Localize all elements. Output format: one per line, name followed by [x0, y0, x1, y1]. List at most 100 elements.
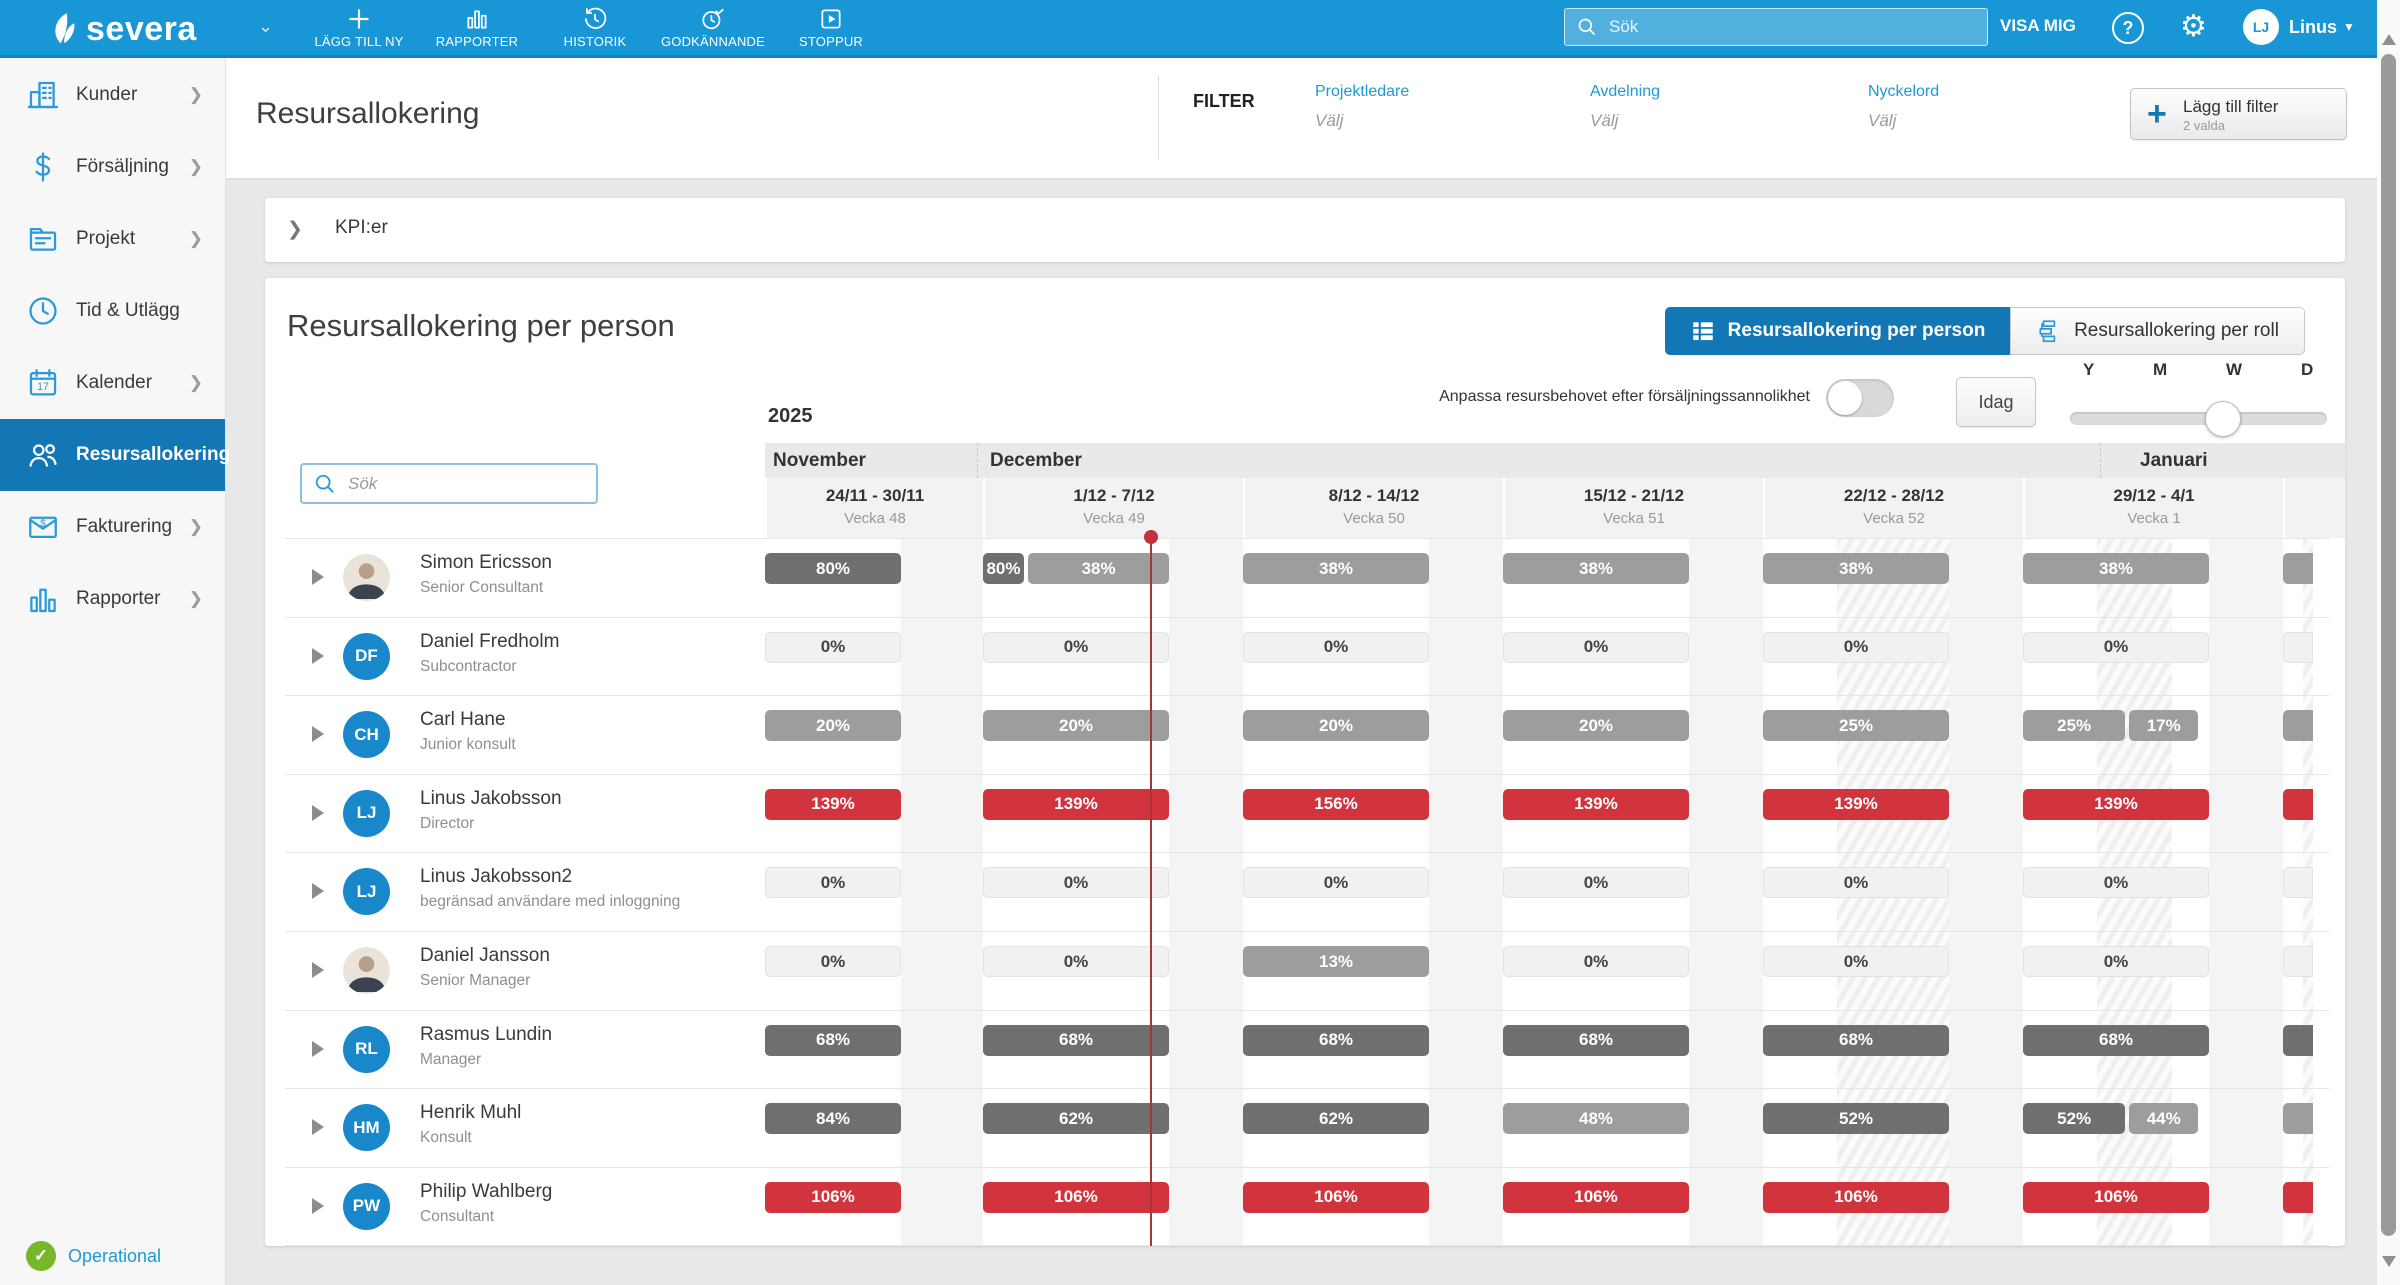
allocation-bar[interactable]: 0% [1763, 867, 1949, 899]
person-name[interactable]: Carl Hane [420, 709, 506, 731]
allocation-bar[interactable]: 68% [765, 1024, 901, 1056]
allocation-bar[interactable]: 80% [983, 553, 1024, 584]
allocation-bar-partial[interactable] [2283, 1024, 2313, 1056]
people-search[interactable] [300, 463, 598, 504]
row-expand-arrow-icon[interactable] [312, 1197, 324, 1214]
allocation-bar[interactable]: 20% [765, 710, 901, 742]
add-filter-button[interactable]: + Lägg till filter 2 valda [2130, 88, 2347, 140]
global-search-input[interactable] [1607, 16, 1951, 38]
allocation-bar[interactable]: 139% [765, 788, 901, 820]
allocation-bar[interactable]: 106% [1763, 1181, 1949, 1213]
zoom-level-m[interactable]: M [2153, 360, 2168, 379]
allocation-bar[interactable]: 0% [983, 946, 1169, 977]
allocation-bar[interactable]: 68% [983, 1024, 1169, 1056]
tab-resursallokering-per-roll[interactable]: Resursallokering per roll [2010, 307, 2305, 355]
today-button[interactable]: Idag [1956, 377, 2036, 427]
row-expand-arrow-icon[interactable] [312, 647, 324, 664]
allocation-bar[interactable]: 38% [1503, 553, 1689, 584]
zoom-level-w[interactable]: W [2226, 360, 2243, 379]
allocation-bar[interactable]: 38% [1243, 553, 1429, 584]
allocation-bar[interactable]: 0% [1763, 631, 1949, 663]
row-expand-arrow-icon[interactable] [312, 804, 324, 821]
person-name[interactable]: Daniel Fredholm [420, 630, 560, 652]
week-header[interactable]: 29/12 - 4/1 Vecka 1 [2023, 478, 2283, 538]
person-name[interactable]: Linus Jakobsson2 [420, 866, 573, 888]
global-search[interactable] [1564, 8, 1988, 46]
allocation-bar[interactable]: 20% [1243, 710, 1429, 742]
allocation-bar[interactable]: 62% [983, 1103, 1169, 1135]
allocation-bar[interactable]: 0% [765, 631, 901, 663]
allocation-bar[interactable]: 139% [983, 788, 1169, 820]
allocation-bar[interactable]: 84% [765, 1103, 901, 1135]
allocation-bar[interactable]: 0% [983, 867, 1169, 899]
allocation-bar[interactable]: 0% [1503, 946, 1689, 977]
severa-logo[interactable]: severa [48, 8, 197, 51]
row-expand-arrow-icon[interactable] [312, 1119, 324, 1136]
allocation-bar[interactable]: 52% [1763, 1103, 1949, 1135]
week-header[interactable]: 24/11 - 30/11 Vecka 48 [765, 478, 983, 538]
allocation-bar[interactable]: 139% [1503, 788, 1689, 820]
allocation-bar-partial[interactable] [2283, 631, 2313, 663]
zoom-slider-thumb[interactable] [2205, 401, 2241, 437]
sidebar-item-kunder[interactable]: Kunder ❯ [0, 59, 225, 131]
zoom-level-d[interactable]: D [2301, 360, 2314, 379]
allocation-bar[interactable]: 0% [2023, 867, 2209, 899]
allocation-bar[interactable]: 0% [1503, 867, 1689, 899]
filter-name[interactable]: Nyckelord [1868, 83, 1940, 100]
visa-mig-link[interactable]: VISA MIG [2000, 16, 2076, 35]
filter-name[interactable]: Projektledare [1315, 83, 1410, 100]
filter-value-select[interactable]: Välj [1868, 111, 1897, 130]
zoom-slider-track[interactable] [2070, 412, 2327, 425]
allocation-bar[interactable]: 38% [1763, 553, 1949, 584]
scrollbar-down-arrow[interactable] [2382, 1256, 2396, 1267]
allocation-bar[interactable]: 68% [1243, 1024, 1429, 1056]
people-search-input[interactable] [346, 472, 580, 495]
person-name[interactable]: Rasmus Lundin [420, 1023, 553, 1045]
tab-resursallokering-per-person[interactable]: Resursallokering per person [1665, 307, 2010, 355]
row-expand-arrow-icon[interactable] [312, 962, 324, 978]
allocation-bar[interactable]: 62% [1243, 1103, 1429, 1135]
allocation-bar[interactable]: 68% [1503, 1024, 1689, 1056]
allocation-bar[interactable]: 20% [983, 710, 1169, 742]
week-header[interactable]: 1/12 - 7/12 Vecka 49 [983, 478, 1243, 538]
allocation-bar[interactable]: 106% [2023, 1181, 2209, 1213]
allocation-bar[interactable]: 0% [1763, 946, 1949, 977]
user-menu[interactable]: LJ Linus ▼ [2243, 9, 2355, 45]
allocation-bar-partial[interactable] [2283, 710, 2313, 742]
allocation-bar[interactable]: 0% [1243, 631, 1429, 663]
allocation-bar[interactable]: 20% [1503, 710, 1689, 742]
person-name[interactable]: Simon Ericsson [420, 552, 552, 573]
scrollbar-up-arrow[interactable] [2382, 34, 2396, 45]
person-name[interactable]: Philip Wahlberg [420, 1180, 553, 1202]
allocation-bar[interactable]: 25% [2023, 710, 2126, 742]
kpi-expand-chevron-icon[interactable]: ❯ [287, 219, 303, 240]
brand-chevron-down-icon[interactable]: ⌄ [258, 16, 274, 36]
week-header[interactable]: 15/12 - 21/12 Vecka 51 [1503, 478, 1763, 538]
nav-item-stoppur[interactable]: STOPPUR [772, 0, 890, 55]
allocation-bar[interactable]: 0% [765, 946, 901, 977]
zoom-level-y[interactable]: Y [2083, 360, 2095, 379]
allocation-bar[interactable]: 48% [1503, 1103, 1689, 1135]
gear-icon[interactable]: ⚙ [2180, 10, 2207, 43]
allocation-bar[interactable]: 0% [1503, 631, 1689, 663]
allocation-bar-partial[interactable] [2283, 788, 2313, 820]
allocation-bar[interactable]: 52% [2023, 1103, 2126, 1135]
allocation-bar-partial[interactable] [2283, 946, 2313, 977]
allocation-bar[interactable]: 38% [2023, 553, 2209, 584]
filter-value-select[interactable]: Välj [1590, 111, 1619, 130]
person-name[interactable]: Henrik Muhl [420, 1102, 522, 1124]
allocation-bar[interactable]: 44% [2129, 1103, 2199, 1135]
allocation-bar-partial[interactable] [2283, 1181, 2313, 1213]
allocation-bar[interactable]: 139% [1763, 788, 1949, 820]
week-header[interactable]: 8/12 - 14/12 Vecka 50 [1243, 478, 1503, 538]
allocation-bar[interactable]: 68% [2023, 1024, 2209, 1056]
allocation-bar-partial[interactable] [2283, 1103, 2313, 1135]
sidebar-item-projekt[interactable]: Projekt ❯ [0, 203, 225, 275]
filter-name[interactable]: Avdelning [1590, 83, 1660, 100]
person-name[interactable]: Daniel Jansson [420, 945, 550, 966]
allocation-bar[interactable]: 106% [1243, 1181, 1429, 1213]
person-name[interactable]: Linus Jakobsson [420, 787, 562, 809]
system-status[interactable]: ✓ Operational [26, 1241, 161, 1271]
allocation-bar[interactable]: 38% [1027, 553, 1170, 584]
allocation-bar-partial[interactable] [2283, 553, 2313, 584]
